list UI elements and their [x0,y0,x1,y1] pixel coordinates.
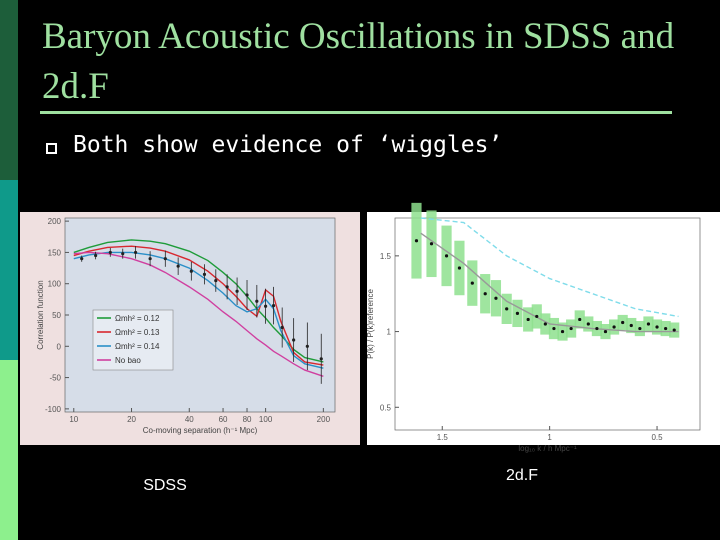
data-point [319,357,323,361]
data-point [526,317,530,322]
y-tick-label: -100 [45,405,62,414]
data-point [535,314,539,319]
data-point [133,250,138,255]
data-point [552,326,556,331]
series-line [420,232,679,333]
series-line [73,251,324,377]
data-point [603,329,608,334]
slide-title: Baryon Acoustic Oscillations in SDSS and… [42,16,675,107]
y-tick-label: 200 [48,217,62,226]
data-point [264,304,268,308]
data-point [292,338,296,342]
strip [0,360,18,540]
chart-caption: 2d.F [506,467,538,484]
title-rule [40,111,672,114]
data-point [235,289,239,293]
data-point [638,326,642,331]
y-axis-label: P(k) / P(k)reference [366,289,375,359]
series-line [73,239,324,363]
x-tick-label: 80 [243,415,252,424]
data-point [255,299,259,303]
data-point [664,326,668,331]
data-point [578,317,582,322]
data-point [672,328,676,332]
data-point [595,326,599,331]
strip [0,180,18,360]
y-tick-label: 1 [387,328,392,337]
chart-caption: SDSS [143,477,187,494]
x-tick-label: 100 [259,415,273,424]
data-point [214,278,218,283]
data-point [483,292,487,296]
data-point [629,323,633,328]
y-tick-label: 50 [52,311,61,320]
x-tick-label: 20 [127,415,136,424]
data-point [148,257,152,261]
data-point [176,264,180,268]
data-point [108,250,112,255]
x-tick-label: 40 [185,415,194,424]
legend-label: Ωmh² = 0.12 [115,314,160,323]
x-tick-label: 60 [219,415,228,424]
data-point [80,257,84,261]
data-point [621,320,625,325]
data-point [470,281,474,285]
data-point [444,254,449,258]
data-point [429,242,434,246]
x-tick-label: 0.5 [651,433,663,442]
data-point [569,326,573,331]
data-point [225,285,229,289]
x-tick-label: 1 [547,433,552,442]
data-point [414,239,419,243]
data-point [515,311,520,315]
data-point [271,304,276,308]
y-tick-label: 1.5 [380,252,392,261]
data-point [280,325,284,330]
y-tick-label: 0.5 [380,403,392,412]
data-point [202,272,207,276]
y-tick-label: 0 [57,342,62,351]
y-axis-label: Correlation function [36,280,45,349]
bullet-text: Both show evidence of ‘wiggles’ [73,132,503,158]
data-point [94,253,98,258]
legend-label: Ωmh² = 0.13 [115,328,160,337]
data-point [245,293,249,297]
data-point [612,325,616,329]
data-point [121,252,125,256]
series-line [420,217,679,318]
x-tick-label: 1.5 [437,433,449,442]
data-point [457,266,462,270]
x-tick-label: 200 [317,415,331,424]
data-point [189,269,193,273]
y-tick-label: -50 [49,374,61,383]
data-point [305,344,309,348]
legend-label: No bao [115,356,141,365]
data-point [543,322,547,326]
data-point [163,257,167,261]
data-point [586,322,590,326]
data-point [505,307,509,311]
legend-label: Ωmh² = 0.14 [115,342,160,351]
x-axis-label: log₁₀ k / h Mpc⁻¹ [518,444,577,453]
data-point [494,296,498,300]
data-point [646,322,651,326]
bullet-marker [46,143,57,154]
x-tick-label: 10 [69,415,78,424]
series-line [73,251,324,369]
y-tick-label: 100 [48,280,62,289]
data-point [560,329,565,334]
y-tick-label: 150 [48,248,62,257]
data-point [655,325,659,329]
x-axis-label: Co-moving separation (h⁻¹ Mpc) [143,426,258,435]
strip [0,0,18,180]
